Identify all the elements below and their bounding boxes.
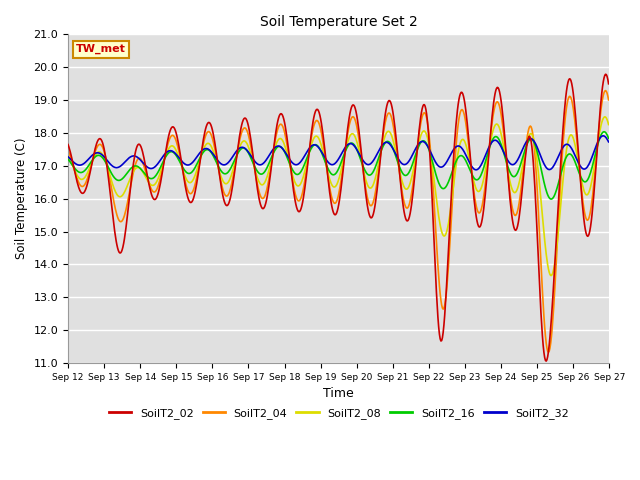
SoilT2_32 [404, 160, 412, 166]
Line: SoilT2_02: SoilT2_02 [68, 74, 609, 361]
SoilT2_04 [602, 88, 609, 94]
SoilT2_02 [420, 102, 428, 108]
SoilT2_04 [213, 157, 221, 163]
SoilT2_08 [404, 185, 412, 191]
SoilT2_04 [404, 205, 412, 211]
SoilT2_04 [129, 169, 137, 175]
SoilT2_08 [548, 273, 556, 278]
SoilT2_02 [129, 161, 137, 167]
SoilT2_02 [74, 181, 82, 187]
SoilT2_16 [184, 170, 192, 176]
SoilT2_04 [605, 97, 612, 103]
SoilT2_08 [184, 179, 192, 185]
Legend: SoilT2_02, SoilT2_04, SoilT2_08, SoilT2_16, SoilT2_32: SoilT2_02, SoilT2_04, SoilT2_08, SoilT2_… [104, 403, 573, 423]
X-axis label: Time: Time [323, 387, 354, 400]
SoilT2_32 [600, 133, 607, 139]
Line: SoilT2_32: SoilT2_32 [68, 136, 609, 170]
Text: TW_met: TW_met [76, 44, 126, 54]
SoilT2_04 [545, 349, 552, 355]
Title: Soil Temperature Set 2: Soil Temperature Set 2 [260, 15, 417, 29]
SoilT2_02 [64, 142, 72, 147]
SoilT2_16 [213, 160, 221, 166]
SoilT2_02 [213, 154, 221, 159]
SoilT2_32 [472, 167, 480, 173]
Line: SoilT2_04: SoilT2_04 [68, 91, 609, 352]
SoilT2_08 [213, 160, 221, 166]
SoilT2_04 [74, 178, 82, 183]
SoilT2_16 [404, 171, 412, 177]
SoilT2_16 [420, 138, 428, 144]
SoilT2_16 [548, 196, 556, 202]
SoilT2_08 [420, 128, 428, 134]
SoilT2_08 [74, 173, 82, 179]
Y-axis label: Soil Temperature (C): Soil Temperature (C) [15, 138, 28, 259]
SoilT2_16 [64, 156, 72, 162]
SoilT2_16 [74, 168, 82, 174]
SoilT2_16 [600, 129, 608, 134]
SoilT2_08 [601, 114, 609, 120]
SoilT2_16 [129, 164, 137, 169]
SoilT2_32 [420, 139, 428, 144]
SoilT2_04 [420, 110, 428, 116]
SoilT2_04 [64, 147, 72, 153]
SoilT2_32 [184, 162, 192, 168]
SoilT2_02 [605, 81, 612, 87]
SoilT2_32 [74, 162, 82, 168]
SoilT2_08 [129, 168, 137, 174]
Line: SoilT2_08: SoilT2_08 [68, 117, 609, 276]
SoilT2_02 [184, 196, 192, 202]
SoilT2_32 [129, 153, 137, 159]
SoilT2_08 [64, 154, 72, 159]
SoilT2_32 [605, 139, 612, 145]
SoilT2_02 [404, 218, 412, 224]
SoilT2_04 [184, 189, 192, 194]
SoilT2_32 [64, 154, 72, 159]
SoilT2_16 [605, 135, 612, 141]
Line: SoilT2_16: SoilT2_16 [68, 132, 609, 199]
SoilT2_08 [605, 121, 612, 127]
SoilT2_02 [602, 72, 609, 77]
SoilT2_32 [213, 156, 221, 162]
SoilT2_02 [542, 358, 550, 364]
